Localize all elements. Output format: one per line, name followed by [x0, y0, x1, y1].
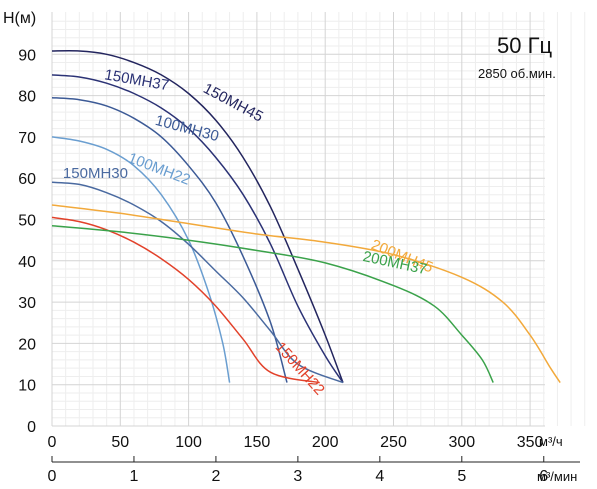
- curve-150mh37: [51, 74, 344, 384]
- x-tick-label: 200: [312, 434, 339, 451]
- major-grid: [51, 12, 545, 427]
- y-tick-label: 20: [18, 336, 36, 353]
- y-axis-label: H(м): [3, 10, 36, 27]
- x-tick-label: 350: [517, 434, 544, 451]
- y-tick-label: 30: [18, 295, 36, 312]
- x-tick-label: 0: [48, 434, 57, 451]
- curve-label-150mh30: 150MH30: [63, 165, 128, 182]
- x2-tick-label: 5: [457, 468, 466, 485]
- frequency-label: 50 Гц: [497, 33, 552, 58]
- x-axis-unit-secondary: м³/мин: [537, 469, 577, 484]
- curve-200mh37: [51, 224, 494, 383]
- y-tick-label: 60: [18, 171, 36, 188]
- x-axis-unit-primary: м³/ч: [539, 434, 563, 449]
- x-tick-labels-primary: 0 50 100 150 200 250 300 350: [48, 434, 544, 451]
- curve-100mh22: [51, 136, 231, 383]
- x2-tick-label: 0: [48, 468, 57, 485]
- y-tick-label: 40: [18, 254, 36, 271]
- curve-200mh45: [51, 204, 561, 384]
- x2-tick-label: 3: [293, 468, 302, 485]
- curve-150mh22: [51, 216, 320, 384]
- x2-tick-label: 4: [375, 468, 384, 485]
- speed-label: 2850 об.мин.: [478, 66, 556, 81]
- curve-label-100mh30: 100MH30: [153, 112, 220, 145]
- x-tick-label: 50: [111, 434, 129, 451]
- curve-150mh45: [51, 49, 344, 383]
- x2-tick-label: 1: [130, 468, 139, 485]
- y-tick-labels: 0 10 20 30 40 50 60 70 80 90: [18, 47, 36, 436]
- pump-curves: [51, 49, 561, 384]
- y-tick-label: 0: [27, 419, 36, 436]
- x-tick-label: 250: [380, 434, 407, 451]
- x2-tick-label: 2: [211, 468, 220, 485]
- x2-tick-label: 6: [539, 468, 548, 485]
- y-tick-label: 80: [18, 89, 36, 106]
- x-tick-label: 300: [448, 434, 475, 451]
- curve-label-100mh22: 100MH22: [126, 150, 193, 189]
- x-tick-label: 150: [244, 434, 271, 451]
- curve-150mh30: [51, 181, 344, 384]
- x-tick-label: 100: [175, 434, 202, 451]
- y-tick-label: 70: [18, 130, 36, 147]
- y-tick-label: 10: [18, 378, 36, 395]
- y-tick-label: 90: [18, 47, 36, 64]
- x-tick-labels-secondary: 0 1 2 3 4 5 6: [48, 456, 548, 485]
- y-tick-label: 50: [18, 213, 36, 230]
- curve-100mh30: [51, 96, 288, 383]
- curve-label-150mh45: 150MH45: [200, 80, 265, 126]
